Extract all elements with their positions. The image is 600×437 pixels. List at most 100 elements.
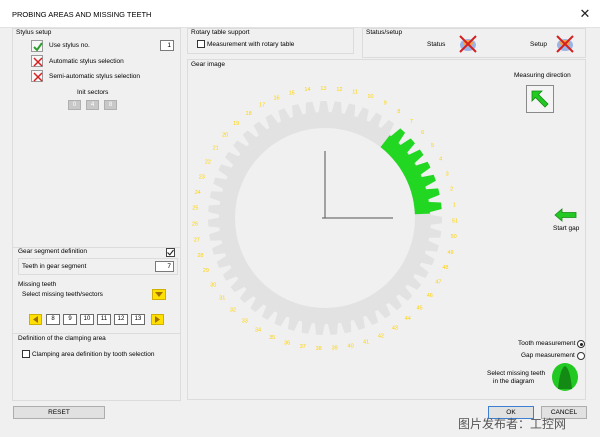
- gear-tooth-41[interactable]: [352, 314, 365, 330]
- tooth-number-24: 24: [195, 190, 201, 196]
- tooth-number-41: 41: [363, 339, 369, 345]
- gear-tooth-47[interactable]: [413, 264, 429, 278]
- gear-tooth-18[interactable]: [253, 121, 269, 138]
- tooth-number-32: 32: [230, 308, 236, 314]
- gear-segment-checkbox[interactable]: [166, 248, 175, 257]
- gear-tooth-21[interactable]: [224, 151, 241, 167]
- sector-button-8[interactable]: 8: [104, 100, 117, 110]
- select-missing-teeth-label: Select missing teeth/sectors: [22, 291, 103, 298]
- ok-button[interactable]: OK: [488, 406, 534, 419]
- gear-tooth-16[interactable]: [278, 108, 292, 124]
- gear-tooth-39[interactable]: [327, 321, 339, 335]
- gear-tooth-26[interactable]: [208, 217, 222, 228]
- gear-tooth-12[interactable]: [331, 101, 342, 116]
- gear-tooth-11[interactable]: [344, 103, 356, 119]
- gear-tooth-51[interactable]: [428, 214, 442, 226]
- gear-tooth-42[interactable]: [364, 309, 379, 326]
- gear-tooth-28[interactable]: [212, 242, 227, 255]
- gear-tooth-30[interactable]: [222, 266, 239, 281]
- sector-button-4[interactable]: 4: [86, 100, 99, 110]
- gear-tooth-44[interactable]: [387, 294, 402, 311]
- tooth-number-33: 33: [242, 318, 248, 324]
- teeth-in-segment-field[interactable]: 7: [155, 261, 174, 272]
- semi-automatic-stylus-checkbox[interactable]: [31, 70, 43, 82]
- gear-tooth-49[interactable]: [423, 240, 439, 252]
- gear-tooth-3[interactable]: [420, 174, 436, 188]
- use-stylus-label: Use stylus no.: [49, 42, 90, 49]
- gap-measurement-radio[interactable]: [577, 352, 585, 360]
- tooth-number-5: 5: [431, 143, 434, 149]
- missing-tooth-button-10[interactable]: 10: [80, 314, 94, 325]
- gear-segment-title: Gear segment definition: [18, 248, 88, 255]
- gear-tooth-40[interactable]: [340, 318, 352, 334]
- gear-tooth-31[interactable]: [230, 277, 247, 293]
- tooth-measurement-radio[interactable]: [577, 340, 585, 348]
- gear-tooth-38[interactable]: [314, 321, 326, 336]
- gear-tooth-27[interactable]: [209, 230, 224, 241]
- missing-tooth-button-9[interactable]: 9: [63, 314, 77, 325]
- rotary-table-checkbox[interactable]: [197, 40, 205, 48]
- gear-image-group: [187, 59, 586, 400]
- stylus-number-field[interactable]: 1: [160, 40, 174, 51]
- gear-tooth-8[interactable]: [379, 119, 395, 136]
- gear-tooth-2[interactable]: [425, 188, 440, 200]
- automatic-stylus-checkbox[interactable]: [31, 55, 43, 67]
- missing-tooth-button-13[interactable]: 13: [131, 314, 145, 325]
- gear-tooth-45[interactable]: [396, 285, 413, 301]
- tooth-number-6: 6: [421, 130, 424, 136]
- tooth-number-17: 17: [259, 102, 265, 108]
- close-button[interactable]: ✕: [579, 6, 591, 21]
- clamping-area-checkbox[interactable]: [22, 350, 30, 358]
- cross-icon: [33, 57, 43, 67]
- gear-tooth-46[interactable]: [405, 275, 422, 290]
- gear-tooth-13[interactable]: [318, 101, 329, 115]
- gear-tooth-14[interactable]: [305, 101, 317, 116]
- missing-tooth-button-8[interactable]: 8: [46, 314, 60, 325]
- tooth-number-45: 45: [416, 305, 422, 311]
- tooth-number-10: 10: [367, 94, 373, 100]
- gear-tooth-32[interactable]: [239, 287, 256, 303]
- gear-tooth-20[interactable]: [233, 140, 249, 156]
- checkmark-icon: [167, 249, 174, 256]
- gear-tooth-37[interactable]: [301, 319, 313, 334]
- gear-tooth-35[interactable]: [274, 310, 288, 327]
- gear-tooth-33[interactable]: [250, 296, 266, 313]
- gear-tooth-50[interactable]: [427, 227, 442, 238]
- status-setup-title: Status/setup: [366, 29, 403, 36]
- gear-tooth-10[interactable]: [356, 107, 369, 123]
- tooth-number-44: 44: [405, 316, 411, 322]
- gear-tooth-19[interactable]: [242, 130, 258, 146]
- missing-tooth-button-11[interactable]: 11: [97, 314, 111, 325]
- gear-tooth-34[interactable]: [261, 304, 276, 320]
- gear-tooth-15[interactable]: [291, 104, 304, 119]
- arrow-up-left-icon: [531, 90, 549, 108]
- missing-tooth-button-12[interactable]: 12: [114, 314, 128, 325]
- reset-button[interactable]: RESET: [13, 406, 105, 419]
- start-gap-arrow-icon[interactable]: [554, 208, 578, 222]
- use-stylus-checkbox[interactable]: [31, 40, 43, 52]
- gap-measurement-label: Gap measurement: [521, 352, 575, 359]
- gear-tooth-9[interactable]: [368, 112, 382, 129]
- sector-button-0[interactable]: 0: [68, 100, 81, 110]
- gear-tooth-43[interactable]: [376, 302, 391, 319]
- gear-tooth-29[interactable]: [216, 254, 232, 268]
- next-teeth-button[interactable]: [151, 314, 164, 325]
- previous-teeth-button[interactable]: [29, 314, 42, 325]
- gear-tooth-23[interactable]: [213, 177, 229, 190]
- missing-teeth-dropdown-button[interactable]: [152, 289, 166, 300]
- gear-tooth-1[interactable]: [427, 201, 442, 213]
- gear-tooth-24[interactable]: [209, 191, 225, 203]
- gear-tooth-48[interactable]: [419, 252, 435, 266]
- gear-diagram[interactable]: 1234567891011121314151617181920212223242…: [187, 59, 586, 400]
- gear-tooth-25[interactable]: [208, 204, 222, 216]
- tooth-number-12: 12: [336, 87, 342, 93]
- tooth-number-15: 15: [289, 90, 295, 96]
- tooth-number-18: 18: [246, 111, 252, 117]
- cancel-button[interactable]: CANCEL: [541, 406, 587, 419]
- tooth-number-28: 28: [197, 253, 203, 259]
- gear-tooth-36[interactable]: [287, 315, 300, 331]
- gear-ring[interactable]: [208, 101, 442, 335]
- measuring-direction-button[interactable]: [526, 85, 554, 113]
- gear-tooth-17[interactable]: [265, 114, 280, 130]
- gear-tooth-22[interactable]: [218, 164, 234, 178]
